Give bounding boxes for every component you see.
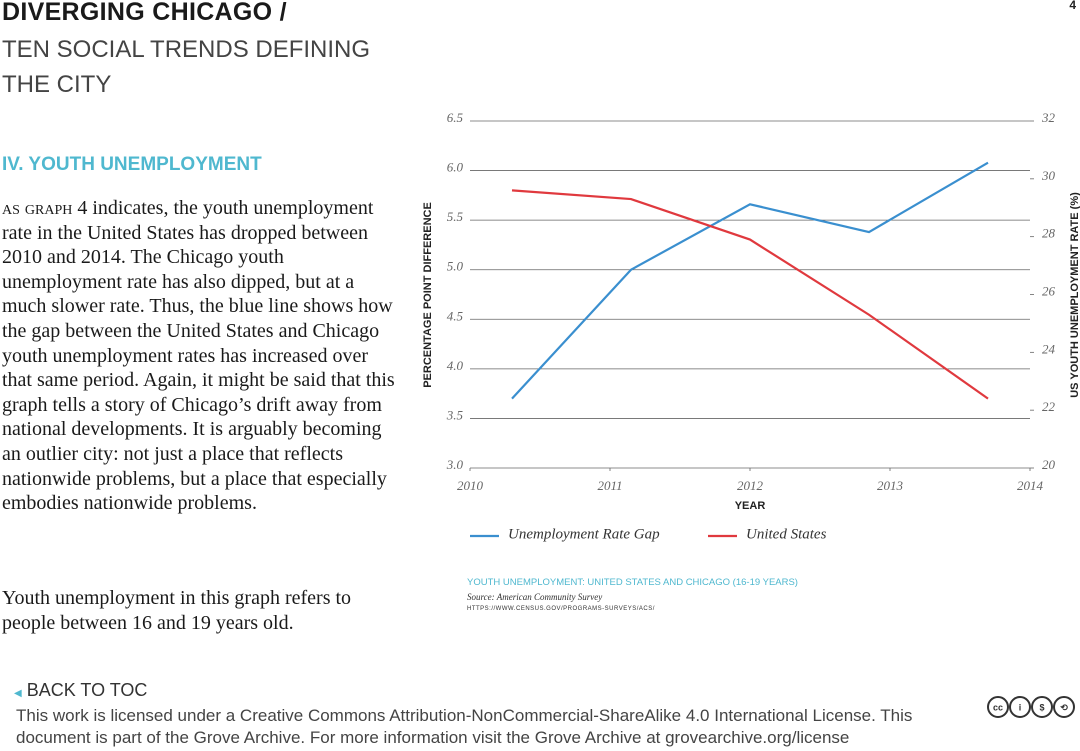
source-note: Source: American Community Survey — [467, 592, 603, 602]
source-title: YOUTH UNEMPLOYMENT: UNITED STATES AND CH… — [467, 577, 798, 588]
x-tick-label: 2012 — [737, 478, 764, 493]
x-tick-label: 2011 — [597, 478, 622, 493]
svg-text:cc: cc — [993, 702, 1003, 712]
y-tick-label: 6.0 — [447, 160, 464, 175]
x-tick-label: 2010 — [457, 478, 484, 493]
y2-tick-label: 24 — [1042, 341, 1056, 356]
y-tick-label: 5.5 — [447, 209, 464, 224]
svg-text:i: i — [1019, 702, 1022, 712]
paragraph: Youth unemployment in this graph refers … — [2, 586, 402, 635]
y-tick-label: 3.0 — [446, 457, 464, 472]
back-link[interactable]: ◀ BACK TO TOC — [14, 680, 148, 700]
y-tick-label: 4.5 — [447, 308, 464, 323]
y2-tick-label: 28 — [1042, 226, 1056, 241]
y2-tick-label: 20 — [1042, 457, 1056, 472]
y2-tick-label: 26 — [1042, 283, 1056, 298]
y2-tick-label: 32 — [1041, 110, 1056, 125]
license: This work is licensed under a Creative C… — [16, 706, 913, 747]
text: Youth unemployment in this graph refers … — [2, 587, 352, 634]
y-tick-label: 5.0 — [447, 259, 464, 274]
y-tick-label: 4.0 — [447, 358, 464, 373]
svg-text:⟲: ⟲ — [1060, 702, 1068, 712]
y2-tick-label: 22 — [1042, 399, 1056, 414]
text: 4 indicates, the youth unemployment rate… — [2, 197, 395, 515]
x-tick-label: 2013 — [877, 478, 904, 493]
back-text[interactable]: BACK TO TOC — [26, 680, 148, 700]
y2-axis-title: US YOUTH UNEMPLOYMENT RATE (%) — [1069, 192, 1080, 398]
lead: as graph — [2, 197, 73, 219]
legend-label: United States — [746, 526, 827, 542]
paragraph: as graph 4 indicates, the youth unemploy… — [2, 196, 402, 516]
series-line — [511, 161, 989, 400]
series-line — [511, 189, 989, 400]
source-url: HTTPS://WWW.CENSUS.GOV/PROGRAMS-SURVEYS/… — [467, 606, 655, 612]
y-tick-label: 3.5 — [446, 407, 464, 422]
title: DIVERGING CHICAGO / — [2, 0, 287, 26]
y-tick-label: 6.5 — [447, 110, 464, 125]
y-axis-title: PERCENTAGE POINT DIFFERENCE — [422, 202, 434, 388]
page-number: 4 — [1069, 0, 1076, 12]
section-heading: IV. YOUTH UNEMPLOYMENT — [2, 154, 262, 175]
x-axis-title: YEAR — [735, 500, 766, 512]
cc-icons: cc i $ ⟲ — [987, 696, 1075, 718]
legend-label: Unemployment Rate Gap — [508, 526, 660, 542]
x-tick-label: 2014 — [1017, 478, 1044, 493]
svg-text:$: $ — [1039, 702, 1044, 712]
subtitle: TEN SOCIAL TRENDS DEFINING THE CITY — [2, 36, 371, 98]
y2-tick-label: 30 — [1041, 168, 1056, 183]
